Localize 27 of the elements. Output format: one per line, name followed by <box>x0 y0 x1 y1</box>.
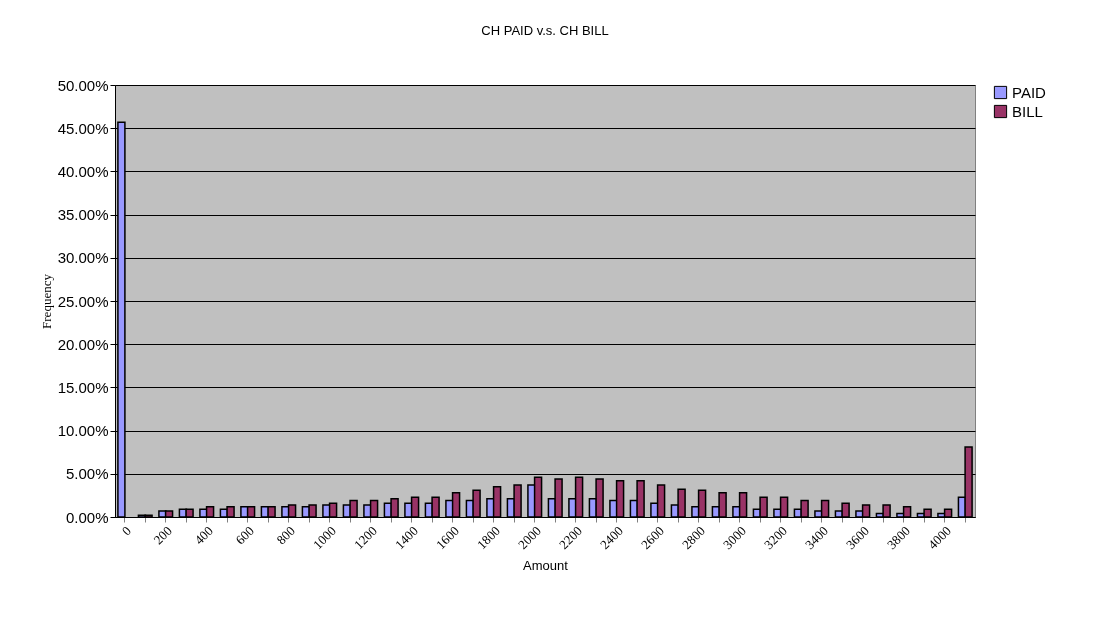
x-tick-label: 800 <box>273 523 298 548</box>
x-tick-label: 0 <box>118 523 134 539</box>
y-tick-label: 50.00% <box>57 76 109 94</box>
y-tick-label: 5.00% <box>65 465 109 483</box>
y-axis-title: Frequency <box>38 273 54 329</box>
x-tick-label: 1800 <box>473 523 503 553</box>
y-tick-label: 25.00% <box>57 292 109 310</box>
y-tick-label: 10.00% <box>57 422 109 440</box>
chart-title: CH PAID v.s. CH BILL <box>481 23 609 38</box>
x-tick-label: 1600 <box>432 523 462 553</box>
y-tick-label: 40.00% <box>57 162 109 180</box>
y-tick-label: 20.00% <box>57 335 109 353</box>
x-tick-label: 4000 <box>924 523 954 553</box>
x-tick-label: 200 <box>150 523 175 548</box>
y-tick-label: 45.00% <box>57 119 109 137</box>
y-tick-label: 0.00% <box>65 508 109 526</box>
y-tick-label: 35.00% <box>57 206 109 224</box>
y-tick-label: 15.00% <box>57 378 109 396</box>
x-tick-label: 400 <box>191 523 216 548</box>
y-tick-label: 30.00% <box>57 249 109 267</box>
x-tick-label: 1200 <box>350 523 380 553</box>
x-tick-label: 1400 <box>391 523 421 553</box>
legend-label: BILL <box>1012 102 1043 120</box>
legend-label: PAID <box>1012 83 1047 101</box>
x-tick-label: 600 <box>232 523 257 548</box>
x-axis-title: Amount <box>523 558 569 574</box>
x-tick-label: 1000 <box>309 523 339 553</box>
